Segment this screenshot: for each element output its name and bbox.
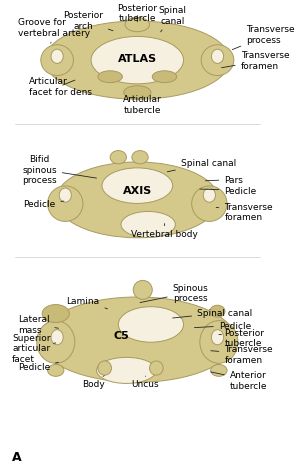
Text: Vertebral body: Vertebral body — [131, 224, 198, 238]
Text: Spinal canal: Spinal canal — [173, 308, 252, 318]
Text: Body: Body — [82, 376, 105, 388]
Ellipse shape — [39, 298, 235, 382]
Text: Uncus: Uncus — [132, 377, 159, 388]
Ellipse shape — [37, 321, 75, 364]
Text: Pedicle: Pedicle — [194, 321, 251, 330]
Text: Posterior
arch: Posterior arch — [63, 11, 113, 32]
Text: Superior
articular
facet: Superior articular facet — [12, 333, 56, 363]
Text: Articular
facet for dens: Articular facet for dens — [28, 77, 92, 97]
Ellipse shape — [51, 330, 63, 345]
Ellipse shape — [59, 188, 71, 203]
Ellipse shape — [125, 19, 149, 33]
Ellipse shape — [48, 365, 64, 377]
Ellipse shape — [192, 187, 227, 222]
Text: Spinal canal: Spinal canal — [167, 159, 236, 172]
Ellipse shape — [210, 306, 225, 317]
Ellipse shape — [51, 50, 63, 64]
Text: C5: C5 — [113, 330, 129, 340]
Text: AXIS: AXIS — [123, 186, 152, 196]
Text: Transverse
foramen: Transverse foramen — [211, 345, 273, 364]
Ellipse shape — [41, 46, 74, 76]
Ellipse shape — [98, 361, 112, 376]
Ellipse shape — [118, 307, 184, 343]
Ellipse shape — [149, 361, 163, 376]
Ellipse shape — [110, 151, 126, 165]
Ellipse shape — [102, 169, 173, 204]
Text: Posterior
tubercle: Posterior tubercle — [219, 328, 264, 347]
Ellipse shape — [211, 365, 227, 377]
Ellipse shape — [56, 163, 219, 238]
Text: Spinal
canal: Spinal canal — [159, 6, 187, 33]
Text: A: A — [12, 450, 22, 463]
Ellipse shape — [201, 46, 234, 76]
Ellipse shape — [48, 187, 83, 222]
Text: Lamina: Lamina — [66, 296, 107, 309]
Ellipse shape — [200, 321, 238, 364]
Ellipse shape — [133, 281, 152, 300]
Ellipse shape — [124, 87, 151, 100]
Text: Pedicle: Pedicle — [200, 187, 256, 196]
Text: Anterior
tubercle: Anterior tubercle — [211, 370, 267, 390]
Ellipse shape — [91, 37, 184, 85]
Ellipse shape — [152, 71, 177, 83]
Ellipse shape — [132, 151, 148, 165]
Ellipse shape — [98, 71, 122, 83]
Ellipse shape — [203, 188, 215, 203]
Text: Transverse
process: Transverse process — [232, 25, 295, 50]
Text: ATLAS: ATLAS — [118, 54, 157, 64]
Ellipse shape — [212, 50, 224, 64]
Text: Posterior
tubercle: Posterior tubercle — [117, 4, 157, 23]
Ellipse shape — [97, 357, 156, 384]
Text: Groove for
vertebral artery: Groove for vertebral artery — [18, 18, 90, 44]
Ellipse shape — [121, 212, 176, 238]
Ellipse shape — [45, 22, 230, 100]
Text: Spinous
process: Spinous process — [140, 283, 208, 303]
Text: Transverse
foramen: Transverse foramen — [216, 203, 273, 222]
Text: Pedicle: Pedicle — [23, 200, 64, 208]
Text: Pars: Pars — [205, 176, 243, 185]
Text: Bifid
spinous
process: Bifid spinous process — [22, 155, 97, 185]
Text: Articular
tubercle: Articular tubercle — [123, 95, 162, 115]
Text: Transverse
foramen: Transverse foramen — [222, 51, 289, 70]
Text: Pedicle: Pedicle — [18, 362, 58, 371]
Ellipse shape — [42, 305, 69, 323]
Ellipse shape — [212, 330, 224, 345]
Text: Lateral
mass: Lateral mass — [18, 315, 58, 334]
